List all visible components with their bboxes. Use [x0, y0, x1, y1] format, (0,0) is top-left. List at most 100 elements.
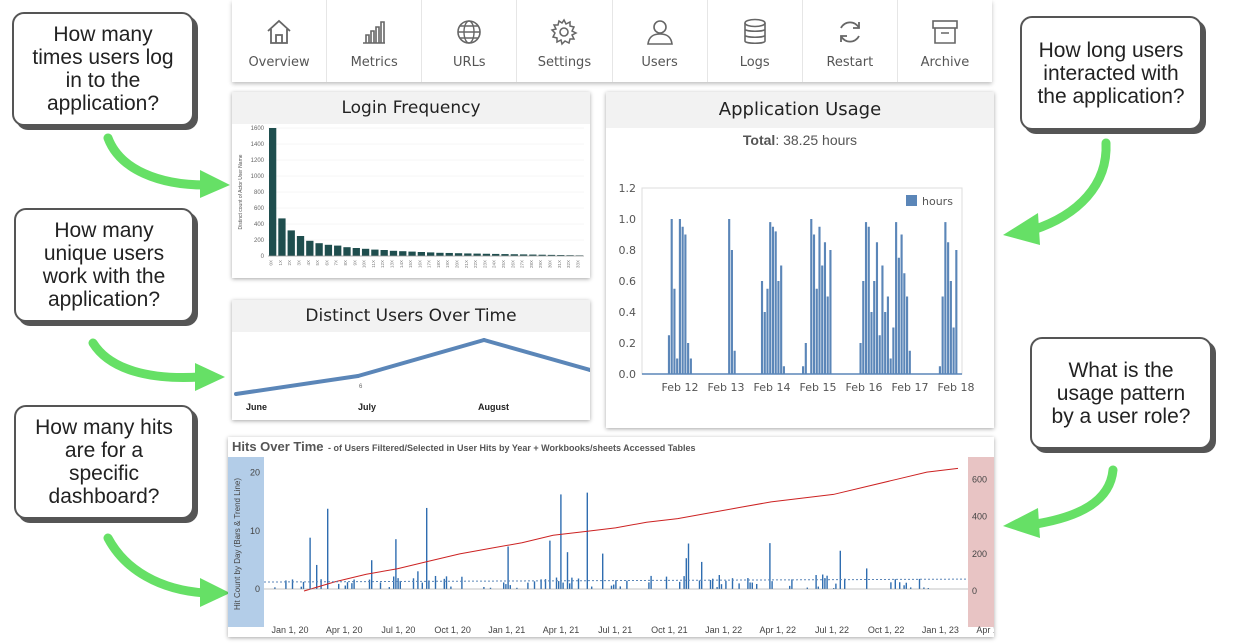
- bar: [684, 234, 687, 374]
- bar: [527, 582, 529, 589]
- bar: [450, 586, 452, 589]
- nav-item-metrics[interactable]: Metrics: [327, 0, 423, 82]
- bar: [716, 587, 718, 589]
- bar: [829, 250, 832, 374]
- user-icon: [646, 20, 673, 45]
- arrow-icon: [103, 533, 230, 607]
- login-frequency-panel: Login Frequency Distinct count of Actor …: [232, 92, 590, 278]
- x-tick-label: Oct 1, 20: [434, 625, 471, 635]
- x-tick-label: 7X: [334, 260, 339, 266]
- bar: [712, 578, 714, 589]
- x-tick-label: Jan 1, 21: [488, 625, 525, 635]
- bar: [320, 579, 322, 589]
- question-bubble-unique-users: How many unique users work with the appl…: [14, 208, 194, 322]
- bar: [344, 585, 346, 589]
- nav-item-overview[interactable]: Overview: [232, 0, 328, 82]
- bar: [769, 543, 771, 589]
- y-tick-label: 0: [261, 254, 265, 260]
- bar: [927, 588, 929, 589]
- bar: [507, 546, 509, 589]
- x-tick-label: 10X: [362, 260, 367, 268]
- nav-item-urls[interactable]: URLs: [422, 0, 518, 82]
- bar: [555, 577, 558, 589]
- database-icon: [743, 18, 766, 45]
- nav-item-archive[interactable]: Archive: [898, 0, 992, 82]
- x-tick-label: 12X: [380, 260, 385, 268]
- bar: [287, 230, 295, 256]
- data-label: 6: [359, 384, 363, 390]
- bar: [875, 242, 879, 374]
- bar: [436, 252, 444, 256]
- bar: [910, 587, 912, 589]
- bar: [906, 296, 909, 374]
- x-tick-label: 28X: [529, 260, 534, 268]
- bar: [873, 281, 876, 374]
- bar: [701, 561, 703, 589]
- bar: [903, 273, 906, 374]
- y-axis-label: Distinct count of Actor User Name: [238, 154, 244, 229]
- usage-total-value: : 38.25 hours: [775, 132, 858, 148]
- legend-label: hours: [922, 195, 953, 208]
- x-tick-label: Feb 13: [708, 381, 745, 394]
- nav-item-users[interactable]: Users: [613, 0, 708, 82]
- bar: [519, 254, 528, 256]
- bar: [503, 582, 505, 589]
- bar: [810, 219, 813, 374]
- nav-item-logs[interactable]: Logs: [708, 0, 803, 82]
- bar: [718, 575, 720, 589]
- bar: [338, 583, 340, 589]
- bar: [749, 582, 751, 589]
- y-tick-label: 0.0: [619, 368, 637, 381]
- bar: [731, 578, 734, 589]
- bar: [944, 222, 947, 374]
- x-tick-label: June: [246, 402, 267, 412]
- x-tick-label: Apr 1, 21: [543, 625, 580, 635]
- question-bubble-dashboard-hits: How many hits are for a specific dashboa…: [14, 405, 194, 519]
- x-tick-label: Jan 1, 20: [271, 625, 308, 635]
- bar: [747, 578, 749, 589]
- y-tick-label: 20: [250, 468, 260, 478]
- bar: [482, 253, 491, 256]
- bar: [821, 265, 824, 374]
- bubble-line: by a user role?: [1051, 404, 1191, 428]
- bubble-line: specific: [68, 462, 140, 485]
- bar: [316, 564, 318, 589]
- bar: [894, 579, 896, 589]
- x-tick-label: 22X: [473, 260, 478, 268]
- x-tick-label: Apr 1, 20: [326, 625, 363, 635]
- usage-total: Total: 38.25 hours: [606, 132, 994, 148]
- bar: [434, 575, 437, 589]
- nav-item-label: Overview: [248, 55, 310, 70]
- bar: [881, 265, 884, 374]
- bubble-line: How many: [53, 23, 153, 46]
- nav-item-restart[interactable]: Restart: [803, 0, 898, 82]
- bar: [903, 585, 905, 589]
- x-tick-label: Oct 1, 22: [868, 625, 905, 635]
- bar: [562, 582, 564, 589]
- y-tick-label: 1000: [251, 174, 265, 180]
- bar: [343, 247, 351, 256]
- bar: [687, 343, 690, 374]
- bar: [389, 250, 398, 256]
- x-tick-label: 29X: [538, 260, 543, 268]
- bar: [709, 579, 712, 589]
- arrow-icon: [103, 133, 230, 198]
- bar: [782, 366, 785, 374]
- bar: [509, 585, 511, 589]
- bar: [760, 281, 764, 374]
- bar: [687, 543, 690, 589]
- x-tick-label: August: [478, 402, 509, 412]
- bar: [670, 219, 673, 374]
- bar: [812, 234, 816, 374]
- nav-item-label: URLs: [453, 55, 486, 70]
- bubble-line: are for a: [64, 439, 144, 462]
- x-tick-label: 20X: [455, 260, 460, 268]
- bar: [738, 583, 740, 589]
- bar: [351, 583, 353, 589]
- nav-item-settings[interactable]: Settings: [517, 0, 613, 82]
- bubble-line: the application?: [1037, 84, 1185, 108]
- bar: [725, 580, 727, 589]
- refresh-icon: [839, 21, 860, 43]
- bar: [334, 245, 342, 256]
- bar: [947, 242, 950, 374]
